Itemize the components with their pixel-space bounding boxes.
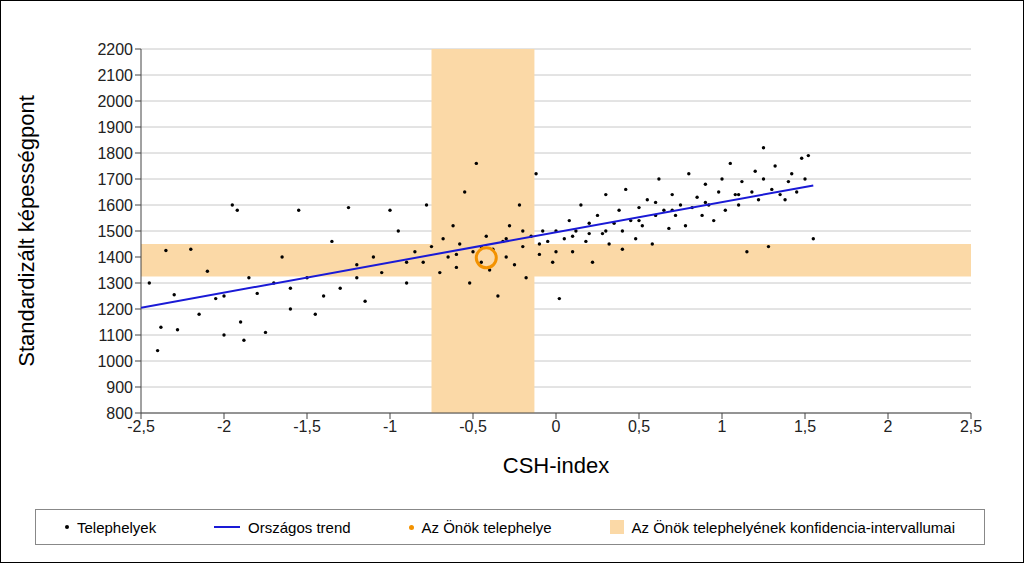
html-text:Az Önök telephelyének konfiden: Az Önök telephelyének konfidencia-interv… [631,518,955,536]
svg-text:-0,5: -0,5 [459,418,487,435]
svg-text:2,5: 2,5 [960,418,982,435]
svg-text:1200: 1200 [97,301,133,318]
svg-text:800: 800 [106,405,133,422]
svg-text:0: 0 [552,418,561,435]
svg-text:1600: 1600 [97,197,133,214]
svg-text:2000: 2000 [97,93,133,110]
html-text:Telephelyek: Telephelyek [77,518,157,536]
svg-text:-2,5: -2,5 [127,418,155,436]
svg-text:-1: -1 [383,418,397,435]
svg-text:1000: 1000 [97,353,133,370]
svg-text:900: 900 [106,379,133,396]
html-text:Országos trend: Országos trend [248,518,351,536]
svg-text:1900: 1900 [97,119,133,136]
svg-text:2: 2 [884,418,893,435]
svg-text:1800: 1800 [97,145,133,162]
svg-text:0,5: 0,5 [628,418,650,435]
html-text:Az Önök telephelye: Az Önök telephelye [421,518,552,536]
svg-text:1: 1 [718,418,727,435]
svg-text:1100: 1100 [99,327,134,344]
svg-text:2100: 2100 [97,67,133,84]
svg-text:1300: 1300 [97,275,133,292]
svg-text:Standardizált képességpont: Standardizált képességpont [14,95,39,367]
svg-text:1,5: 1,5 [794,418,816,435]
svg-text:CSH-index: CSH-index [503,453,609,478]
svg-text:1500: 1500 [97,223,133,240]
svg-text:2200: 2200 [97,41,133,58]
svg-text:-2: -2 [217,418,231,435]
svg-text:1700: 1700 [97,171,133,188]
svg-text:1400: 1400 [97,249,133,266]
svg-text:-1,5: -1,5 [293,418,321,435]
